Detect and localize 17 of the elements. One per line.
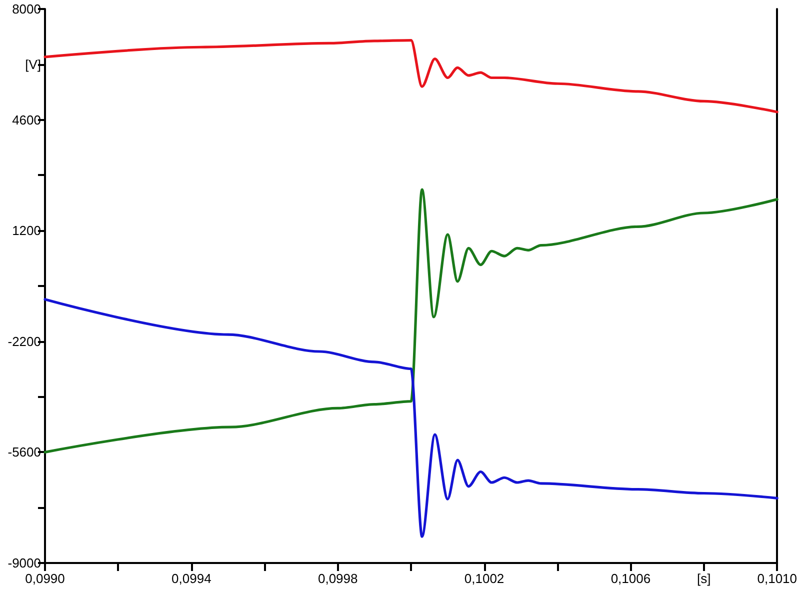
- y-tick-label: -5600: [8, 444, 41, 460]
- x-tick-label: 0,0990: [25, 571, 65, 586]
- y-tick-label: 4600: [12, 112, 41, 128]
- x-tick-label: 0,1002: [464, 571, 504, 586]
- line-series: [44, 38, 778, 114]
- y-tick-label: 1200: [12, 223, 41, 238]
- x-tick-label: 0,1006: [610, 571, 651, 586]
- line-series: [44, 188, 778, 454]
- y-tick-label: -2200: [8, 334, 41, 349]
- x-tick-label: 0,0994: [172, 571, 212, 586]
- line-series: [44, 298, 778, 538]
- y-tick-label: [V]: [25, 56, 41, 72]
- x-tick-label: 0,0998: [318, 571, 358, 586]
- x-tick-label: 0,1010: [757, 571, 797, 586]
- x-tick-label: [s]: [697, 571, 711, 586]
- y-tick-label: -9000: [8, 556, 41, 570]
- y-tick-label: 8000: [12, 2, 41, 16]
